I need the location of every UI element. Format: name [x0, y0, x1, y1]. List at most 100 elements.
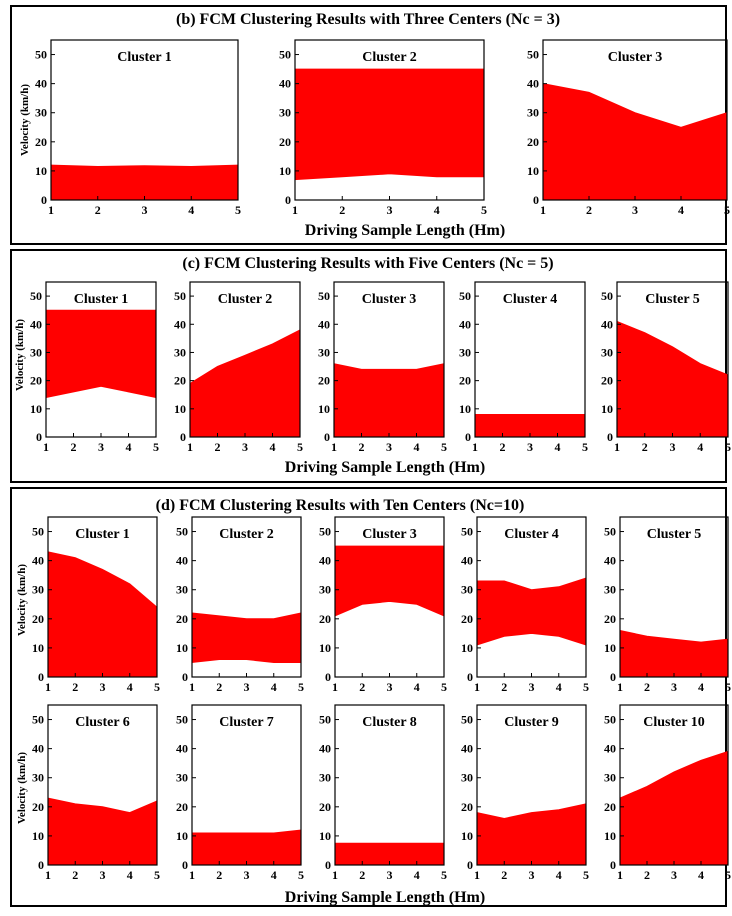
y-tick-label: 10 — [176, 641, 188, 655]
x-tick-label: 3 — [386, 440, 392, 454]
x-tick-label: 4 — [434, 203, 440, 217]
y-tick-label: 40 — [601, 317, 613, 331]
y-tick-label: 30 — [601, 345, 613, 359]
y-tick-label: 40 — [459, 317, 471, 331]
y-tick-label: 20 — [459, 374, 471, 388]
cluster-band — [192, 830, 301, 865]
y-tick-label: 10 — [601, 402, 613, 416]
x-tick-label: 1 — [332, 868, 338, 882]
cluster-title: Cluster 1 — [75, 527, 130, 542]
y-tick-label: 40 — [461, 554, 473, 568]
y-tick-label: 10 — [604, 829, 616, 843]
x-tick-label: 1 — [43, 440, 49, 454]
y-tick-label: 10 — [32, 641, 44, 655]
x-tick-label: 1 — [540, 203, 546, 217]
y-tick-label: 20 — [604, 800, 616, 814]
y-tick-label: 20 — [35, 135, 47, 149]
cluster-band — [477, 804, 586, 865]
y-tick-label: 50 — [527, 48, 539, 62]
x-tick-label: 4 — [555, 440, 561, 454]
y-tick-label: 30 — [461, 583, 473, 597]
y-tick-label: 50 — [604, 525, 616, 539]
x-tick-label: 4 — [188, 203, 194, 217]
y-axis-label: Velocity (km/h) — [16, 564, 28, 636]
y-tick-label: 0 — [467, 670, 473, 684]
y-tick-label: 50 — [30, 289, 42, 303]
y-tick-label: 20 — [601, 374, 613, 388]
cluster-band — [51, 165, 238, 200]
x-tick-label: 1 — [474, 680, 480, 694]
x-tick-label: 5 — [235, 203, 241, 217]
cluster-band — [620, 752, 728, 866]
y-axis-label: Velocity (km/h) — [16, 752, 28, 824]
y-tick-label: 50 — [32, 713, 44, 727]
y-tick-label: 0 — [41, 193, 47, 207]
x-tick-label: 4 — [698, 680, 704, 694]
y-tick-label: 40 — [32, 554, 44, 568]
x-tick-label: 4 — [678, 203, 684, 217]
x-tick-label: 5 — [441, 680, 447, 694]
x-tick-label: 5 — [724, 203, 730, 217]
y-tick-label: 0 — [465, 430, 471, 444]
cluster-title: Cluster 7 — [219, 715, 274, 730]
x-tick-label: 3 — [387, 680, 393, 694]
x-tick-label: 3 — [387, 203, 393, 217]
cluster-band — [620, 631, 728, 678]
y-tick-label: 40 — [318, 317, 330, 331]
y-tick-label: 10 — [459, 402, 471, 416]
panel-c-xlabel: Driving Sample Length (Hm) — [285, 459, 485, 476]
y-tick-label: 30 — [176, 771, 188, 785]
y-tick-label: 0 — [285, 193, 291, 207]
x-tick-label: 3 — [244, 868, 250, 882]
y-tick-label: 20 — [176, 800, 188, 814]
panel-c-title: (c) FCM Clustering Results with Five Cen… — [182, 255, 553, 272]
y-tick-label: 10 — [32, 829, 44, 843]
cluster-title: Cluster 6 — [75, 715, 130, 730]
y-tick-label: 20 — [319, 800, 331, 814]
cluster-title: Cluster 3 — [362, 527, 417, 542]
x-tick-label: 5 — [441, 868, 447, 882]
x-tick-label: 1 — [474, 868, 480, 882]
x-tick-label: 5 — [583, 868, 589, 882]
x-tick-label: 5 — [154, 868, 160, 882]
x-tick-label: 3 — [244, 680, 250, 694]
y-tick-label: 40 — [279, 77, 291, 91]
cluster-band — [190, 330, 300, 437]
y-tick-label: 30 — [461, 771, 473, 785]
x-tick-label: 5 — [298, 680, 304, 694]
x-tick-label: 2 — [216, 680, 222, 694]
cluster-title: Cluster 1 — [117, 50, 172, 65]
y-tick-label: 10 — [174, 402, 186, 416]
x-tick-label: 3 — [527, 440, 533, 454]
x-tick-label: 3 — [671, 868, 677, 882]
x-tick-label: 2 — [500, 440, 506, 454]
x-tick-label: 5 — [582, 440, 588, 454]
y-tick-label: 10 — [461, 641, 473, 655]
x-tick-label: 4 — [271, 680, 277, 694]
x-tick-label: 2 — [359, 440, 365, 454]
cluster-title: Cluster 3 — [362, 292, 417, 307]
x-tick-label: 5 — [298, 868, 304, 882]
x-tick-label: 2 — [642, 440, 648, 454]
x-tick-label: 3 — [632, 203, 638, 217]
y-tick-label: 10 — [35, 164, 47, 178]
x-tick-label: 2 — [339, 203, 345, 217]
cluster-title: Cluster 2 — [218, 292, 273, 307]
y-tick-label: 0 — [38, 858, 44, 872]
x-tick-label: 5 — [153, 440, 159, 454]
cluster-band — [335, 546, 444, 616]
x-tick-label: 1 — [48, 203, 54, 217]
y-tick-label: 20 — [527, 135, 539, 149]
x-tick-label: 5 — [481, 203, 487, 217]
x-tick-label: 4 — [698, 868, 704, 882]
y-tick-label: 0 — [180, 430, 186, 444]
y-tick-label: 10 — [604, 641, 616, 655]
x-tick-label: 2 — [501, 868, 507, 882]
y-tick-label: 0 — [36, 430, 42, 444]
x-tick-label: 2 — [95, 203, 101, 217]
